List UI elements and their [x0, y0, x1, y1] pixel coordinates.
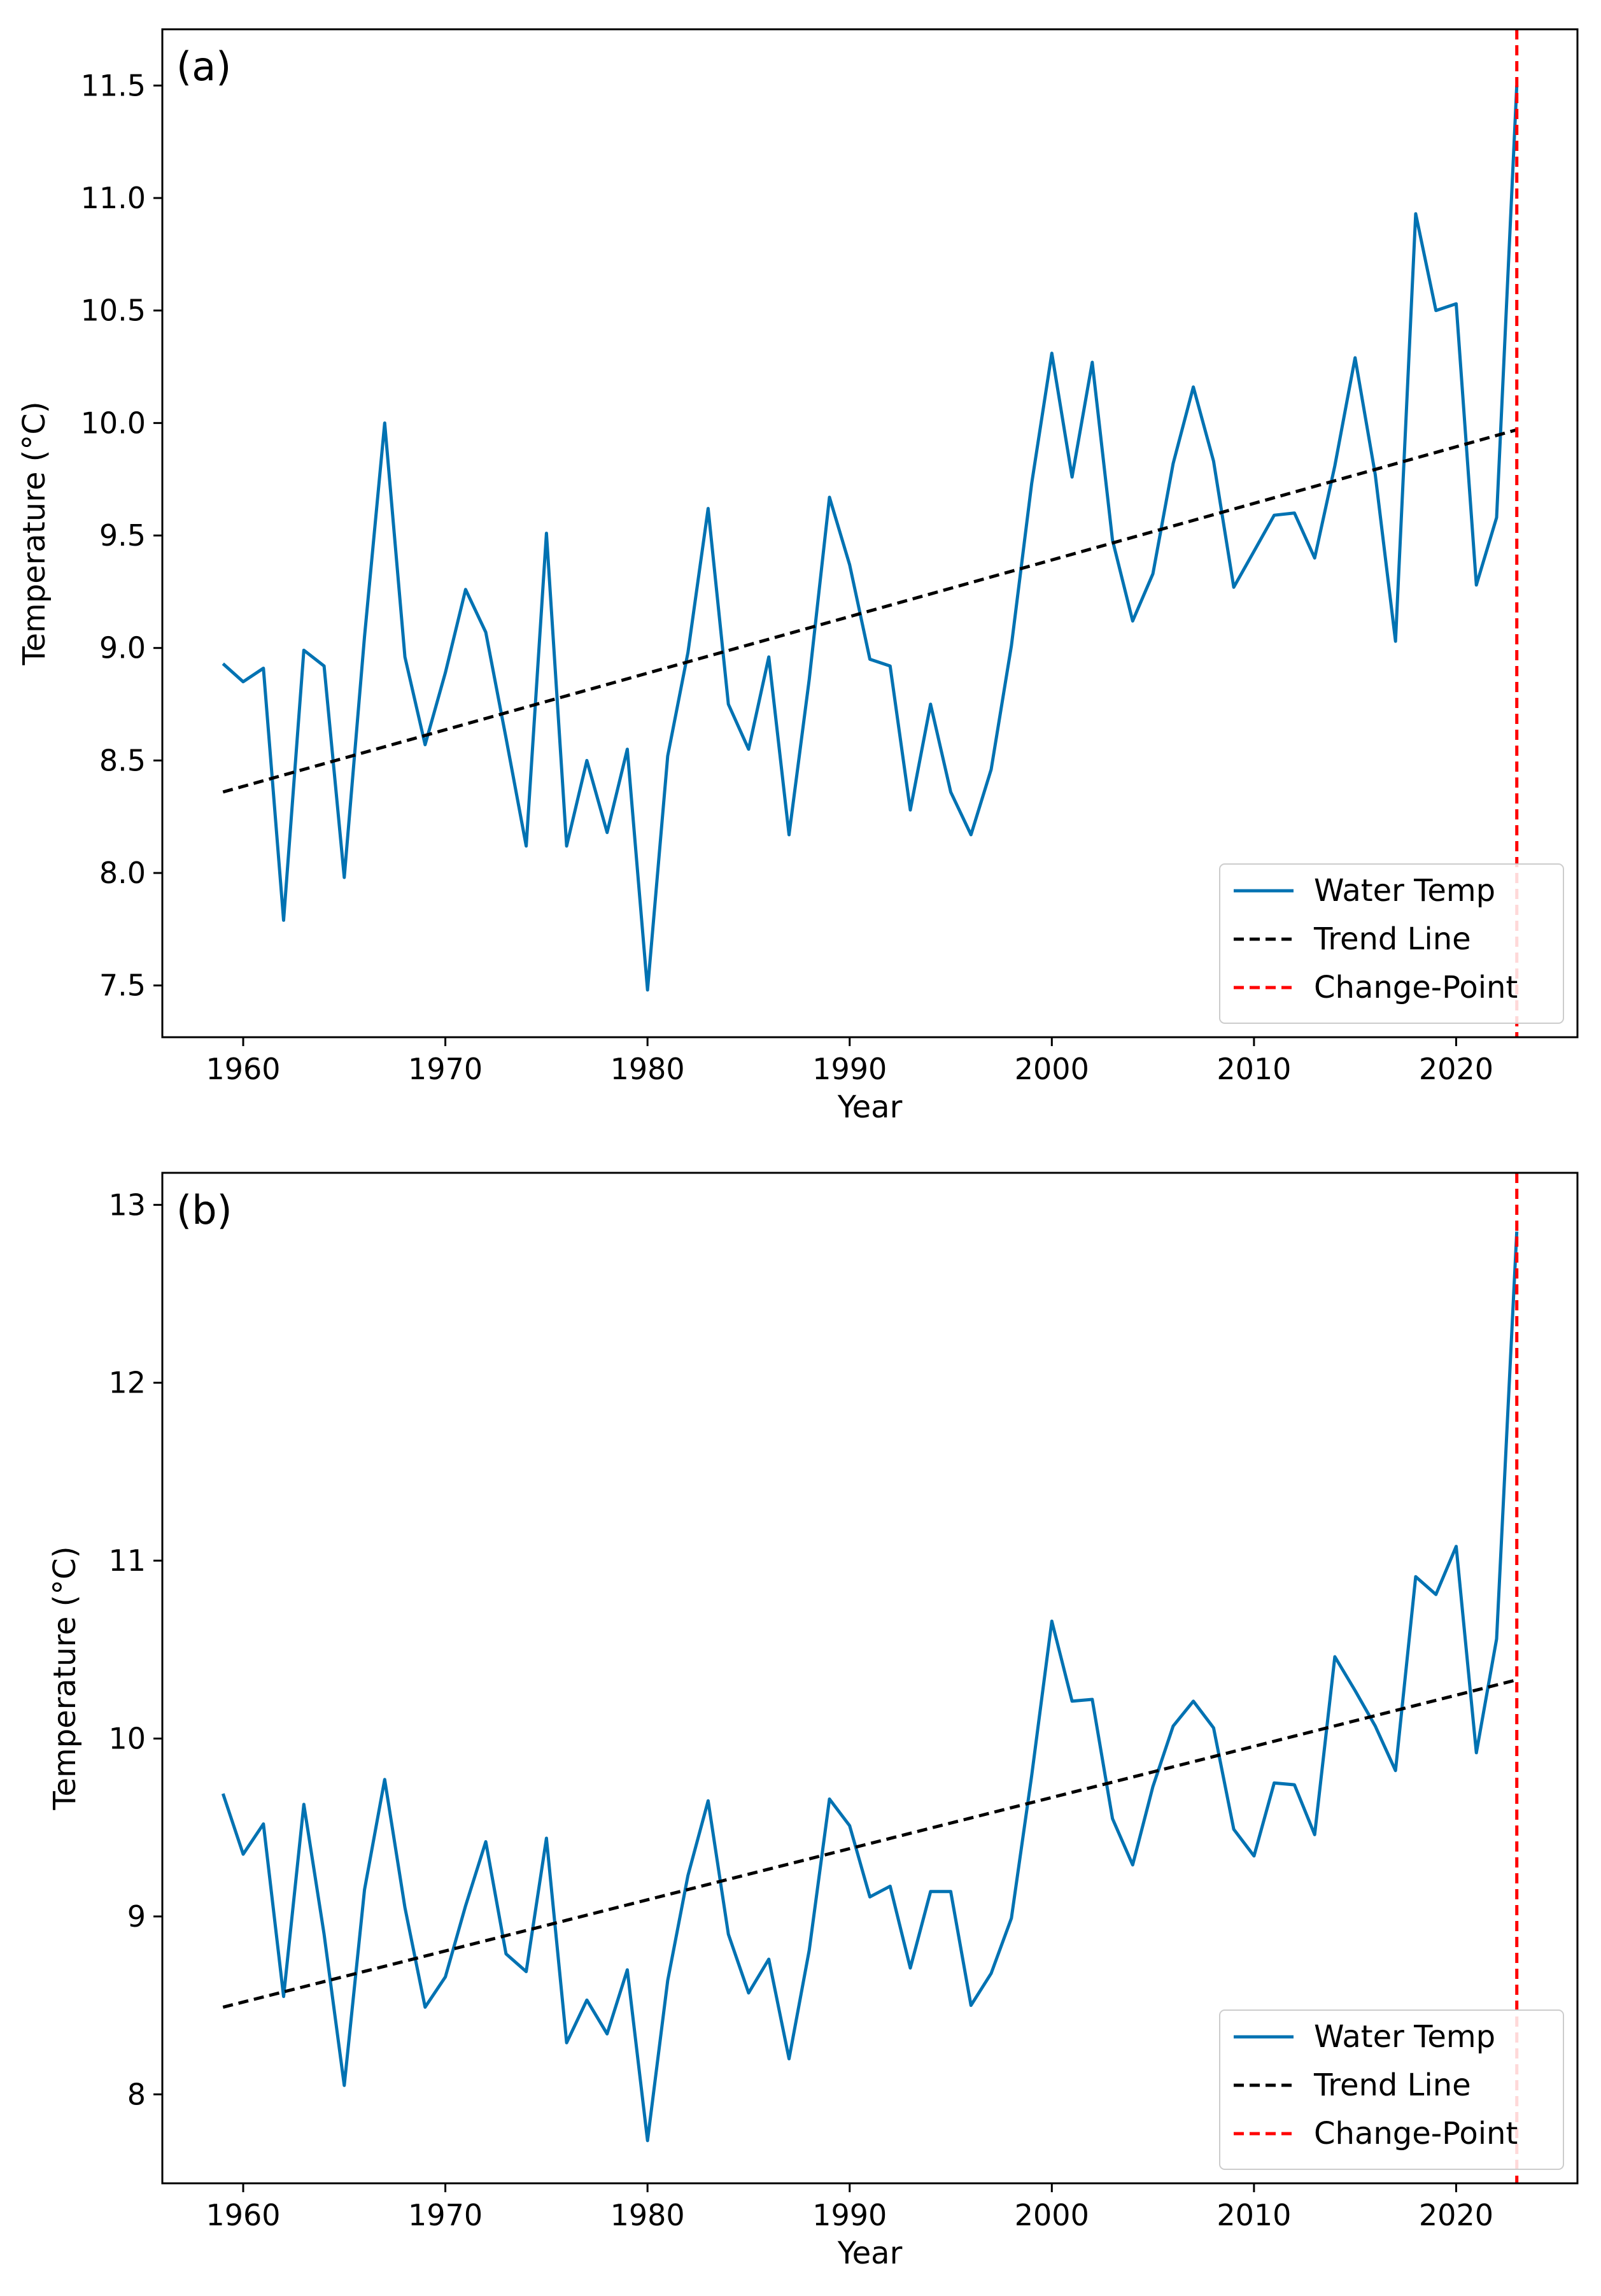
- y-axis-label-a: Temperature (°C): [17, 401, 52, 665]
- y-tick-label-a: 9.0: [99, 631, 146, 665]
- x-tick-label-b: 2020: [1419, 2198, 1493, 2232]
- x-tick-label-a: 1970: [408, 1052, 483, 1086]
- y-tick-label-a: 8.0: [99, 856, 146, 890]
- y-tick-label-a: 10.5: [81, 294, 146, 328]
- ticks-a: 1960 1970 1980 1990 2000 2010 2020 7.5 8.0 8.5 9.0…: [81, 68, 1493, 1086]
- legend-label-water-temp-b: Water Temp: [1314, 2019, 1495, 2055]
- y-tick-label-b: 8: [127, 2077, 146, 2111]
- x-tick-label-b: 1970: [408, 2198, 483, 2232]
- legend-label-change-point-a: Change-Point: [1314, 970, 1518, 1005]
- chart-panel-b: 1960 1970 1980 1990 2000 2010 2020 8 9 10 11 12 13 (…: [47, 1172, 1579, 2271]
- x-tick-label-a: 2020: [1419, 1052, 1493, 1086]
- legend-label-trend-line-a: Trend Line: [1313, 921, 1471, 957]
- trend-line-series-a: [222, 428, 1518, 794]
- legend-label-trend-line-b: Trend Line: [1313, 2067, 1471, 2103]
- panel-label-b: (b): [176, 1187, 232, 1233]
- legend-a: Water Temp Trend Line Change-Point: [1219, 863, 1564, 1024]
- x-axis-label-a: Year: [837, 1089, 903, 1125]
- axes-frame-b: [161, 1172, 1579, 2185]
- x-tick-label-b: 1960: [206, 2198, 280, 2232]
- legend-b: Water Temp Trend Line Change-Point: [1219, 2009, 1564, 2170]
- y-tick-label-b: 11: [108, 1543, 146, 1578]
- x-tick-label-b: 1990: [812, 2198, 887, 2232]
- y-tick-label-b: 10: [108, 1721, 146, 1755]
- x-tick-label-a: 1980: [610, 1052, 685, 1086]
- x-tick-label-a: 2010: [1217, 1052, 1291, 1086]
- y-tick-label-a: 8.5: [99, 743, 146, 777]
- x-tick-label-b: 2000: [1015, 2198, 1089, 2232]
- plot-area-a: [222, 29, 1519, 1037]
- legend-label-change-point-b: Change-Point: [1314, 2116, 1518, 2151]
- y-axis-label-b: Temperature (°C): [47, 1546, 83, 1810]
- y-tick-label-b: 12: [108, 1366, 146, 1400]
- x-tick-label-b: 1980: [610, 2198, 685, 2232]
- y-tick-label-b: 9: [127, 1899, 146, 1934]
- y-tick-label-a: 11.5: [81, 68, 146, 103]
- axes-frame-a: [161, 28, 1579, 1038]
- y-tick-label-a: 10.0: [81, 406, 146, 440]
- y-tick-label-a: 7.5: [99, 968, 146, 1003]
- water-temp-series-a: [222, 85, 1519, 992]
- water-temp-series-b: [221, 1231, 1519, 2143]
- y-tick-label-a: 11.0: [81, 181, 146, 215]
- panel-label-a: (a): [176, 43, 231, 90]
- x-tick-label-a: 2000: [1015, 1052, 1089, 1086]
- x-tick-label-a: 1990: [812, 1052, 887, 1086]
- x-tick-label-b: 2010: [1217, 2198, 1291, 2232]
- x-axis-label-b: Year: [837, 2236, 903, 2271]
- legend-box-a: [1219, 863, 1564, 1024]
- plot-area-b: [221, 1173, 1519, 2183]
- y-tick-label-b: 13: [108, 1187, 146, 1222]
- x-tick-label-a: 1960: [206, 1052, 280, 1086]
- y-tick-label-a: 9.5: [99, 518, 146, 553]
- ticks-b: 1960 1970 1980 1990 2000 2010 2020 8 9 10 11 12 13: [108, 1187, 1493, 2232]
- legend-label-water-temp-a: Water Temp: [1314, 873, 1495, 909]
- legend-box-b: [1219, 2009, 1564, 2170]
- chart-panel-a: 1960 1970 1980 1990 2000 2010 2020 7.5 8.0 8.5 9.0…: [17, 28, 1579, 1125]
